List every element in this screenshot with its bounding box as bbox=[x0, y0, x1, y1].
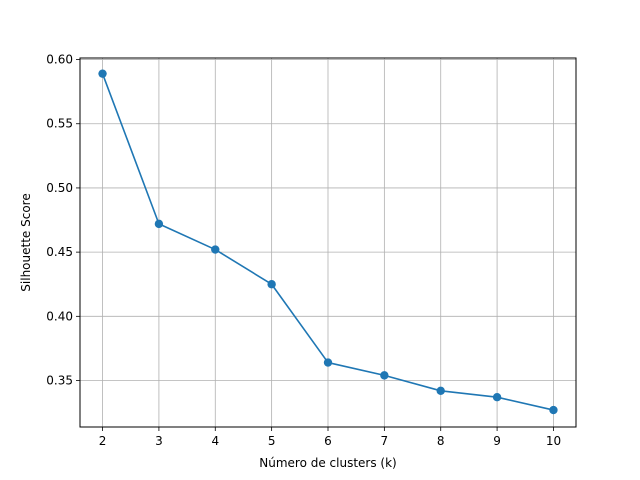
x-axis-label: Número de clusters (k) bbox=[259, 456, 396, 470]
x-tick-label: 4 bbox=[211, 434, 219, 448]
data-point bbox=[267, 280, 276, 289]
y-axis-label: Silhouette Score bbox=[19, 193, 33, 291]
x-tick-label: 7 bbox=[381, 434, 389, 448]
y-tick-label: 0.40 bbox=[46, 309, 73, 323]
y-tick-label: 0.35 bbox=[46, 374, 73, 388]
data-point bbox=[211, 245, 220, 254]
x-tick-label: 6 bbox=[324, 434, 332, 448]
x-tick-label: 5 bbox=[268, 434, 276, 448]
x-tick-label: 8 bbox=[437, 434, 445, 448]
y-tick-label: 0.45 bbox=[46, 245, 73, 259]
y-tick-label: 0.50 bbox=[46, 181, 73, 195]
ticks: 2 3 4 5 6 7 8 9 10 0.35 0.40 0.45 0.50 0.55 0.60 bbox=[46, 53, 561, 448]
x-tick-label: 3 bbox=[155, 434, 163, 448]
x-tick-label: 2 bbox=[99, 434, 107, 448]
grid bbox=[80, 58, 576, 427]
y-tick-label: 0.55 bbox=[46, 117, 73, 131]
data-series bbox=[98, 69, 558, 415]
y-tick-label: 0.60 bbox=[46, 53, 73, 67]
data-point bbox=[436, 386, 445, 395]
data-point bbox=[492, 393, 502, 402]
x-tick-label: 9 bbox=[493, 434, 501, 448]
data-point bbox=[98, 69, 107, 78]
data-point bbox=[323, 358, 333, 367]
x-tick-label: 10 bbox=[546, 434, 561, 448]
data-point bbox=[549, 405, 558, 415]
data-point bbox=[380, 371, 389, 380]
data-point bbox=[154, 219, 164, 229]
